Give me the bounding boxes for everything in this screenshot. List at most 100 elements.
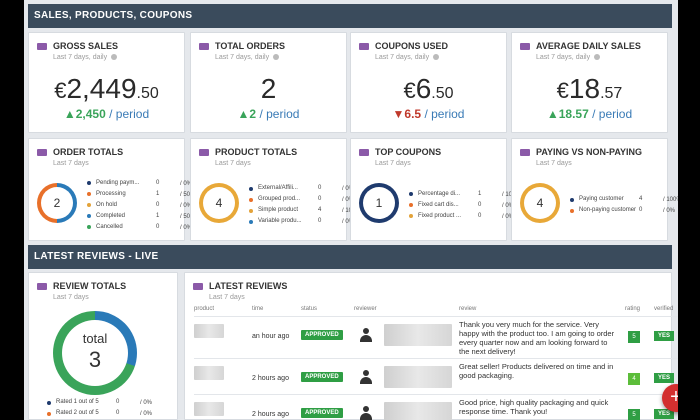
- breakdown-subtitle: Last 7 days: [536, 160, 572, 167]
- help-icon[interactable]: [594, 54, 601, 61]
- legend-dot: [87, 225, 91, 229]
- section-header-sales: Sales, Products, Coupons: [28, 4, 672, 28]
- breakdown-donut: 4: [199, 183, 239, 223]
- kpi-subtitle: Last 7 days, daily: [536, 54, 601, 61]
- product-thumbnail[interactable]: [194, 402, 224, 416]
- avatar-icon: [360, 406, 372, 420]
- woocommerce-icon: [37, 149, 47, 156]
- kpi-value: 2: [260, 73, 277, 104]
- review-text: Great seller! Products delivered on time…: [459, 362, 614, 380]
- legend-dot: [570, 197, 574, 202]
- breakdown-donut: 1: [359, 183, 399, 223]
- breakdown-card: Top Coupons Last 7 days 1 Percentage di.…: [350, 138, 521, 241]
- help-icon[interactable]: [111, 54, 118, 61]
- kpi-subtitle: Last 7 days, daily: [375, 54, 440, 61]
- breakdown-legend: Percentage di...1/ 100%Fixed cart dis...…: [409, 189, 521, 222]
- rating-badge: 5: [628, 409, 640, 420]
- card-subtitle: Last 7 days: [209, 294, 245, 301]
- legend-dot: [570, 208, 574, 213]
- woocommerce-icon: [520, 43, 530, 50]
- breakdown-card: Paying vs Non-Paying Last 7 days 4 Payin…: [511, 138, 678, 241]
- legend-row: Non-paying customer 0/ 0%: [570, 205, 678, 216]
- arrow-down-icon: ▼: [392, 107, 405, 121]
- column-header-review: review: [459, 306, 477, 312]
- section-header-reviews: Latest Reviews - Live: [28, 245, 672, 269]
- kpi-title: Gross Sales: [53, 41, 119, 51]
- legend-dot: [47, 411, 51, 416]
- legend-dot: [249, 197, 253, 202]
- breakdown-donut: 2: [37, 183, 77, 223]
- column-header-product: product: [194, 306, 215, 312]
- woocommerce-icon: [199, 43, 209, 50]
- help-icon[interactable]: [273, 54, 280, 61]
- reviewer-name[interactable]: [384, 324, 452, 346]
- help-icon[interactable]: [433, 54, 440, 61]
- woocommerce-icon: [359, 43, 369, 50]
- status-badge: APPROVED: [301, 408, 343, 418]
- reviewer-name[interactable]: [384, 402, 452, 420]
- legend-row: Cancelled 0/ 0%: [87, 222, 195, 233]
- arrow-up-icon: ▲: [63, 107, 76, 121]
- breakdown-donut: 4: [520, 183, 560, 223]
- kpi-subtitle: Last 7 days, daily: [215, 54, 280, 61]
- kpi-title: Coupons Used: [375, 41, 449, 51]
- dashboard: Sales, Products, Coupons Gross Sales Las…: [24, 0, 678, 420]
- arrow-up-icon: ▲: [237, 107, 250, 121]
- card-subtitle: Last 7 days: [53, 294, 89, 301]
- legend-dot: [87, 203, 91, 207]
- card-title: Review Totals: [53, 281, 127, 291]
- product-thumbnail[interactable]: [194, 324, 224, 338]
- kpi-title: Total Orders: [215, 41, 286, 51]
- review-donut: total 3: [53, 311, 137, 395]
- column-header-status: status: [301, 306, 318, 312]
- kpi-value: €6.50: [403, 73, 454, 104]
- latest-reviews-card: Latest Reviews Last 7 days: [184, 272, 672, 420]
- kpi-subtitle: Last 7 days, daily: [53, 54, 118, 61]
- review-total-label: total: [82, 331, 108, 346]
- legend-dot: [87, 192, 91, 196]
- add-button[interactable]: +: [662, 384, 678, 412]
- review-time: 2 hours ago: [252, 375, 289, 382]
- woocommerce-icon: [199, 149, 209, 156]
- product-thumbnail[interactable]: [194, 366, 224, 380]
- verified-badge: YES: [654, 373, 675, 383]
- rating-badge: 5: [628, 331, 640, 343]
- legend-dot: [87, 181, 91, 185]
- kpi-delta: ▼6.5 / period: [392, 107, 465, 121]
- kpi-value: €2,449.50: [54, 73, 159, 104]
- legend-row: Grouped prod...0/ 0%: [249, 194, 361, 205]
- column-header-reviewer: reviewer: [354, 306, 377, 312]
- kpi-delta: ▲18.57 / period: [546, 107, 633, 121]
- rating-badge: 4: [628, 373, 640, 385]
- avatar-icon: [360, 328, 372, 342]
- legend-dot: [409, 214, 413, 218]
- legend-row: Percentage di...1/ 100%: [409, 189, 521, 200]
- woocommerce-icon: [37, 43, 47, 50]
- legend-dot: [409, 192, 413, 196]
- column-header-time: time: [252, 306, 264, 312]
- breakdown-title: Order Totals: [53, 147, 124, 157]
- row-divider: [194, 358, 678, 359]
- woocommerce-icon: [359, 149, 369, 156]
- legend-row: Variable produ...0/ 0%: [249, 216, 361, 227]
- legend-row: On hold 0/ 0%: [87, 200, 195, 211]
- kpi-delta: ▲2,450 / period: [63, 107, 150, 121]
- kpi-card: Average Daily Sales Last 7 days, daily €…: [511, 32, 668, 133]
- legend-dot: [87, 214, 91, 218]
- column-header-verified: verified: [654, 306, 674, 312]
- row-divider: [194, 394, 678, 395]
- reviewer-name[interactable]: [384, 366, 452, 388]
- legend-row: Pending paym... 0/ 0%: [87, 178, 195, 189]
- review-text: Thank you very much for the service. Ver…: [459, 320, 615, 356]
- legend-row: External/Affili...0/ 0%: [249, 183, 361, 194]
- breakdown-title: Top Coupons: [375, 147, 442, 157]
- status-badge: APPROVED: [301, 330, 343, 340]
- arrow-up-icon: ▲: [546, 107, 559, 121]
- woocommerce-icon: [193, 283, 203, 290]
- legend-row: Fixed product ... 0/ 0%: [409, 211, 521, 222]
- kpi-card: Coupons Used Last 7 days, daily €6.50 ▼6…: [350, 32, 507, 133]
